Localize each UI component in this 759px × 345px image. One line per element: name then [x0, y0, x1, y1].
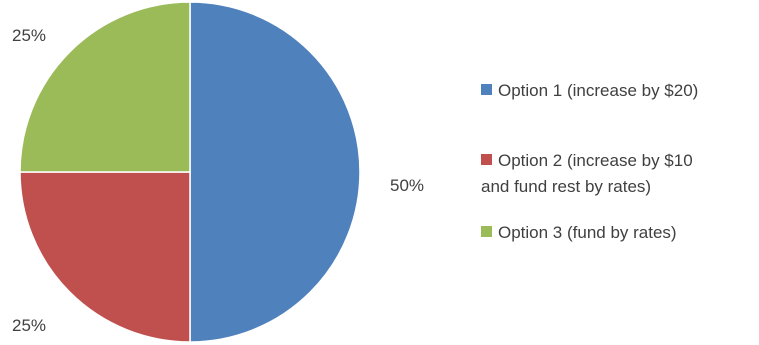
legend-label-option-3: Option 3 (fund by rates) — [498, 223, 677, 242]
legend-swatch-option-2 — [481, 154, 492, 165]
pie-slice-option-3 — [19, 1, 191, 173]
pie-slices — [19, 1, 361, 343]
legend: Option 1 (increase by $20) Option 2 (incr… — [481, 81, 698, 242]
slice-value-label-option-3: 25% — [12, 26, 46, 45]
pie-slice-option-1 — [189, 1, 361, 343]
slice-value-label-option-2: 25% — [12, 316, 46, 335]
slice-value-label-option-1: 50% — [390, 176, 424, 195]
legend-swatch-option-3 — [481, 226, 492, 237]
legend-label-option-2-line-1: Option 2 (increase by $10 — [498, 151, 693, 170]
pie-slice-option-2 — [19, 171, 191, 343]
legend-swatch-option-1 — [481, 84, 492, 95]
legend-label-option-1: Option 1 (increase by $20) — [498, 81, 698, 100]
pie-value-labels: 50% 25% 25% — [12, 26, 424, 335]
legend-label-option-2-line-2: and fund rest by rates) — [481, 177, 651, 196]
